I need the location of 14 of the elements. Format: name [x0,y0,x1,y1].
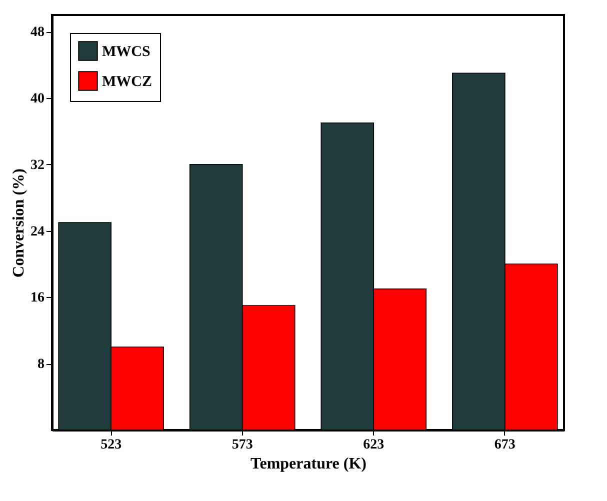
y-tick-label: 8 [38,357,44,372]
legend-label: MWCZ [102,74,152,90]
y-tick-label: 16 [30,290,44,306]
y-tick-label: 32 [30,158,44,173]
x-axis-title: Temperature (K) [250,456,366,472]
y-tick-label: 40 [30,92,44,106]
y-axis-title: Conversion (%) [10,168,28,278]
x-tick-label: 523 [100,438,122,452]
x-tick-label: 623 [363,438,384,452]
legend-label: MWCS [102,44,150,60]
y-tick-label: 24 [30,224,44,240]
x-tick-label: 573 [232,438,253,452]
x-tick-label: 673 [494,438,516,452]
y-tick-label: 48 [30,25,44,40]
